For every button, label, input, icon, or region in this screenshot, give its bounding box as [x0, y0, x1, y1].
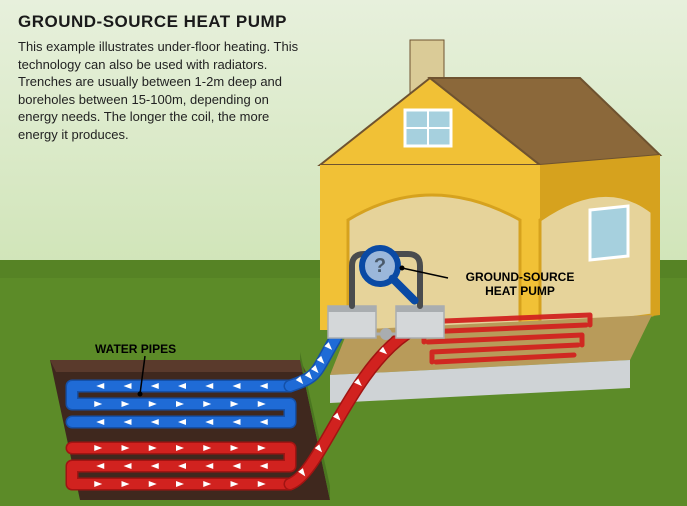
diagram-title: GROUND-SOURCE HEAT PUMP	[18, 12, 287, 32]
svg-text:?: ?	[374, 255, 386, 277]
diagram-description: This example illustrates under-floor hea…	[18, 38, 308, 143]
label-water-pipes: WATER PIPES	[95, 342, 215, 356]
label-heat-pump: GROUND-SOURCE HEAT PUMP	[450, 270, 590, 298]
